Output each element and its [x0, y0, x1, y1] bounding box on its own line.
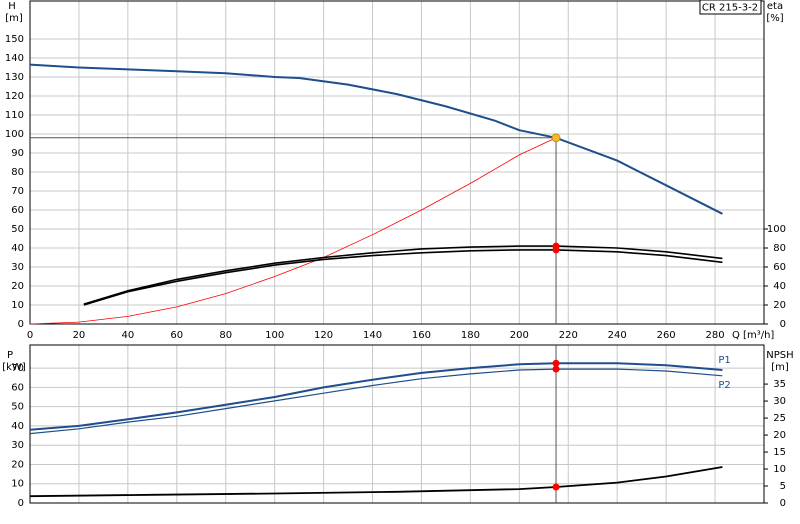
y-tick-label: 30: [11, 262, 24, 273]
y2-tick-label: 0: [780, 319, 786, 330]
y-tick-label: 50: [11, 224, 24, 235]
annotation: CR 215-3-2: [702, 3, 758, 14]
plot-area: [30, 345, 764, 503]
series-label: P2: [718, 380, 730, 391]
plot-area: [30, 1, 764, 324]
x-tick-label: 160: [412, 330, 431, 341]
y2-tick-label: 25: [773, 413, 786, 424]
x-tick-label: 260: [657, 330, 676, 341]
y-tick-label: 10: [11, 479, 24, 490]
y-tick-label: 150: [5, 34, 24, 45]
y-tick-label: 70: [11, 186, 24, 197]
y-tick-label: 0: [18, 498, 24, 509]
y-axis-label: P: [7, 350, 13, 361]
x-tick-label: 280: [706, 330, 725, 341]
y-tick-label: 40: [11, 421, 24, 432]
y-tick-label: 140: [5, 53, 24, 64]
y2-tick-label: 60: [773, 262, 786, 273]
y-axis-label: H: [8, 1, 16, 12]
curve: [29, 63, 723, 215]
y2-axis-label: NPSH: [766, 350, 793, 361]
y2-axis-label: eta: [767, 1, 783, 12]
y-axis-unit: [m]: [5, 13, 23, 24]
y-tick-label: 100: [5, 129, 24, 140]
y-tick-label: 20: [11, 281, 24, 292]
curve: [83, 245, 723, 305]
x-axis-label: Q [m³/h]: [732, 330, 774, 341]
y-axis-unit: [kW]: [2, 362, 26, 373]
duty-point: [552, 365, 560, 373]
y-tick-label: 50: [11, 402, 24, 413]
y-tick-label: 70: [11, 363, 24, 374]
y2-tick-label: 20: [773, 300, 786, 311]
y-tick-label: 80: [11, 167, 24, 178]
y-tick-label: 30: [11, 440, 24, 451]
series-label: P1: [718, 355, 730, 366]
y2-tick-label: 10: [773, 464, 786, 475]
x-tick-label: 80: [219, 330, 232, 341]
x-tick-label: 20: [73, 330, 86, 341]
y-tick-label: 60: [11, 382, 24, 393]
y2-tick-label: 5: [780, 481, 786, 492]
y-tick-label: 10: [11, 300, 24, 311]
curve: [29, 362, 723, 431]
plot-frame: [29, 344, 765, 504]
curve: [83, 249, 723, 306]
curve: [29, 466, 723, 498]
y2-tick-label: 100: [767, 224, 786, 235]
x-tick-label: 60: [170, 330, 183, 341]
y2-tick-label: 0: [780, 498, 786, 509]
x-tick-label: 180: [461, 330, 480, 341]
y-tick-label: 0: [18, 319, 24, 330]
y2-tick-label: 80: [773, 243, 786, 254]
y2-tick-label: 35: [773, 379, 786, 390]
curve: [29, 137, 557, 325]
x-tick-label: 40: [121, 330, 134, 341]
x-tick-label: 120: [314, 330, 333, 341]
x-tick-label: 0: [27, 330, 33, 341]
y-tick-label: 120: [5, 91, 24, 102]
y2-axis-unit: [%]: [766, 13, 783, 24]
y2-tick-label: 20: [773, 430, 786, 441]
y-tick-label: 40: [11, 243, 24, 254]
operating-point: [551, 133, 561, 143]
duty-point: [552, 246, 560, 254]
y2-tick-label: 30: [773, 396, 786, 407]
y-tick-label: 60: [11, 205, 24, 216]
duty-point: [552, 483, 560, 491]
x-tick-label: 220: [559, 330, 578, 341]
y-tick-label: 90: [11, 148, 24, 159]
x-tick-label: 240: [608, 330, 627, 341]
y2-tick-label: 40: [773, 281, 786, 292]
x-tick-label: 200: [510, 330, 529, 341]
x-tick-label: 140: [363, 330, 382, 341]
y2-tick-label: 15: [773, 447, 786, 458]
duty-point: [552, 359, 560, 367]
y2-axis-unit: [m]: [771, 362, 789, 373]
x-tick-label: 100: [265, 330, 284, 341]
y-tick-label: 110: [5, 110, 24, 121]
y-tick-label: 20: [11, 459, 24, 470]
annotation-box: [699, 0, 762, 15]
curve: [29, 368, 723, 435]
y-tick-label: 130: [5, 72, 24, 83]
plot-frame: [29, 0, 765, 325]
